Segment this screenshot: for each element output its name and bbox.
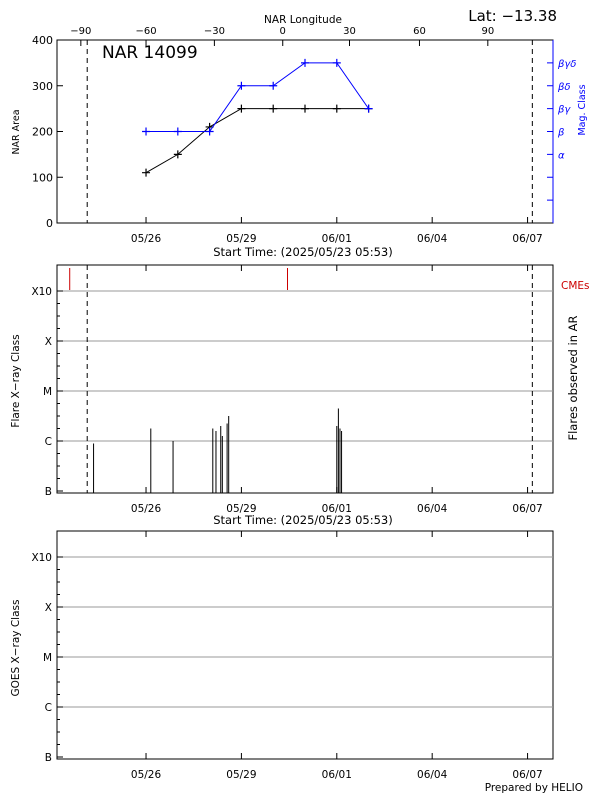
y-tick-label: X10 bbox=[31, 286, 52, 298]
y-tick-label: 300 bbox=[32, 80, 53, 93]
x-tick-label: 05/29 bbox=[226, 769, 256, 781]
y-tick-label: B bbox=[45, 752, 52, 764]
longitude-tick-label: 30 bbox=[343, 26, 356, 37]
area-point bbox=[301, 104, 309, 113]
mag-point bbox=[332, 58, 341, 67]
latitude-label: Lat: −13.38 bbox=[468, 7, 557, 25]
nar-title: NAR 14099 bbox=[102, 43, 198, 63]
mag-point bbox=[269, 81, 278, 90]
mag-class-label: β bbox=[557, 128, 565, 139]
x-tick-label: 05/29 bbox=[226, 503, 256, 515]
area-point bbox=[332, 104, 341, 113]
panel1-frame bbox=[56, 39, 554, 224]
panel3-frame bbox=[56, 530, 554, 760]
x-tick-label: 05/26 bbox=[131, 769, 162, 781]
longitude-tick-label: −30 bbox=[204, 26, 225, 37]
mag-point bbox=[205, 127, 214, 136]
mag-point bbox=[301, 58, 309, 67]
cme-label: CMEs bbox=[561, 280, 590, 292]
mag-point bbox=[237, 81, 246, 90]
longitude-axis-label: NAR Longitude bbox=[264, 14, 342, 26]
panel1-y2label: Mag. Class bbox=[577, 84, 588, 135]
x-tick-label: 06/07 bbox=[512, 769, 542, 781]
panel1-ylabel: NAR Area bbox=[11, 109, 22, 154]
panel2-frame bbox=[56, 264, 554, 494]
x-tick-label: 05/26 bbox=[131, 233, 162, 245]
mag-point bbox=[142, 127, 151, 136]
area-point bbox=[142, 168, 151, 177]
mag-class-label: βγδ bbox=[557, 59, 576, 70]
mag-point bbox=[173, 127, 182, 136]
footer-credit: Prepared by HELIO bbox=[485, 782, 583, 794]
x-tick-label: 06/01 bbox=[322, 769, 352, 781]
mag-series-line bbox=[146, 62, 370, 132]
y-tick-label: 0 bbox=[46, 217, 53, 230]
longitude-tick-label: 0 bbox=[280, 26, 286, 37]
x-tick-label: 06/01 bbox=[322, 503, 352, 515]
x-tick-label: 06/04 bbox=[417, 503, 448, 515]
y-tick-label: X bbox=[45, 602, 52, 614]
longitude-tick-label: 60 bbox=[413, 26, 426, 37]
mag-point bbox=[364, 104, 373, 113]
mag-class-label: βγ bbox=[557, 105, 571, 116]
y-tick-label: C bbox=[45, 436, 52, 448]
mag-class-label: α bbox=[558, 150, 565, 161]
y-tick-label: 200 bbox=[32, 126, 53, 139]
area-point bbox=[269, 104, 278, 113]
flare-panel: Flare X−ray Class Flares observed in AR … bbox=[10, 264, 590, 527]
longitude-tick-label: 90 bbox=[481, 26, 494, 37]
y-tick-label: C bbox=[45, 702, 52, 714]
area-series-line bbox=[145, 108, 369, 174]
longitude-tick-label: −60 bbox=[135, 26, 156, 37]
y-tick-label: 100 bbox=[32, 171, 53, 184]
mag-class-label: βδ bbox=[557, 82, 571, 93]
area-point bbox=[237, 104, 246, 113]
longitude-tick-label: −90 bbox=[70, 26, 91, 37]
panel2-xlabel: Start Time: (2025/05/23 05:53) bbox=[213, 513, 392, 527]
y-tick-label: B bbox=[45, 486, 52, 498]
x-tick-label: 06/07 bbox=[512, 503, 542, 515]
x-tick-label: 05/29 bbox=[226, 233, 256, 245]
y-tick-label: M bbox=[43, 652, 52, 664]
goes-panel: GOES X−ray Class B C M X X10 05/26 05/29 06/01 0… bbox=[10, 530, 554, 781]
x-tick-label: 05/26 bbox=[131, 503, 162, 515]
x-tick-label: 06/04 bbox=[417, 769, 448, 781]
panel2-y2label: Flares observed in AR bbox=[566, 315, 580, 440]
y-tick-label: X bbox=[45, 336, 52, 348]
y-tick-label: 400 bbox=[32, 34, 53, 47]
y-tick-label: M bbox=[43, 386, 52, 398]
x-tick-label: 06/04 bbox=[417, 233, 448, 245]
y-tick-label: X10 bbox=[31, 552, 52, 564]
nar-area-panel: NAR 14099 NAR Area Mag. Class Start Time… bbox=[11, 26, 588, 259]
x-tick-label: 06/07 bbox=[512, 233, 542, 245]
panel1-xlabel: Start Time: (2025/05/23 05:53) bbox=[213, 245, 392, 259]
x-tick-label: 06/01 bbox=[322, 233, 352, 245]
panel2-ylabel: Flare X−ray Class bbox=[10, 334, 22, 427]
area-point bbox=[173, 150, 182, 159]
panel3-ylabel: GOES X−ray Class bbox=[10, 600, 22, 697]
